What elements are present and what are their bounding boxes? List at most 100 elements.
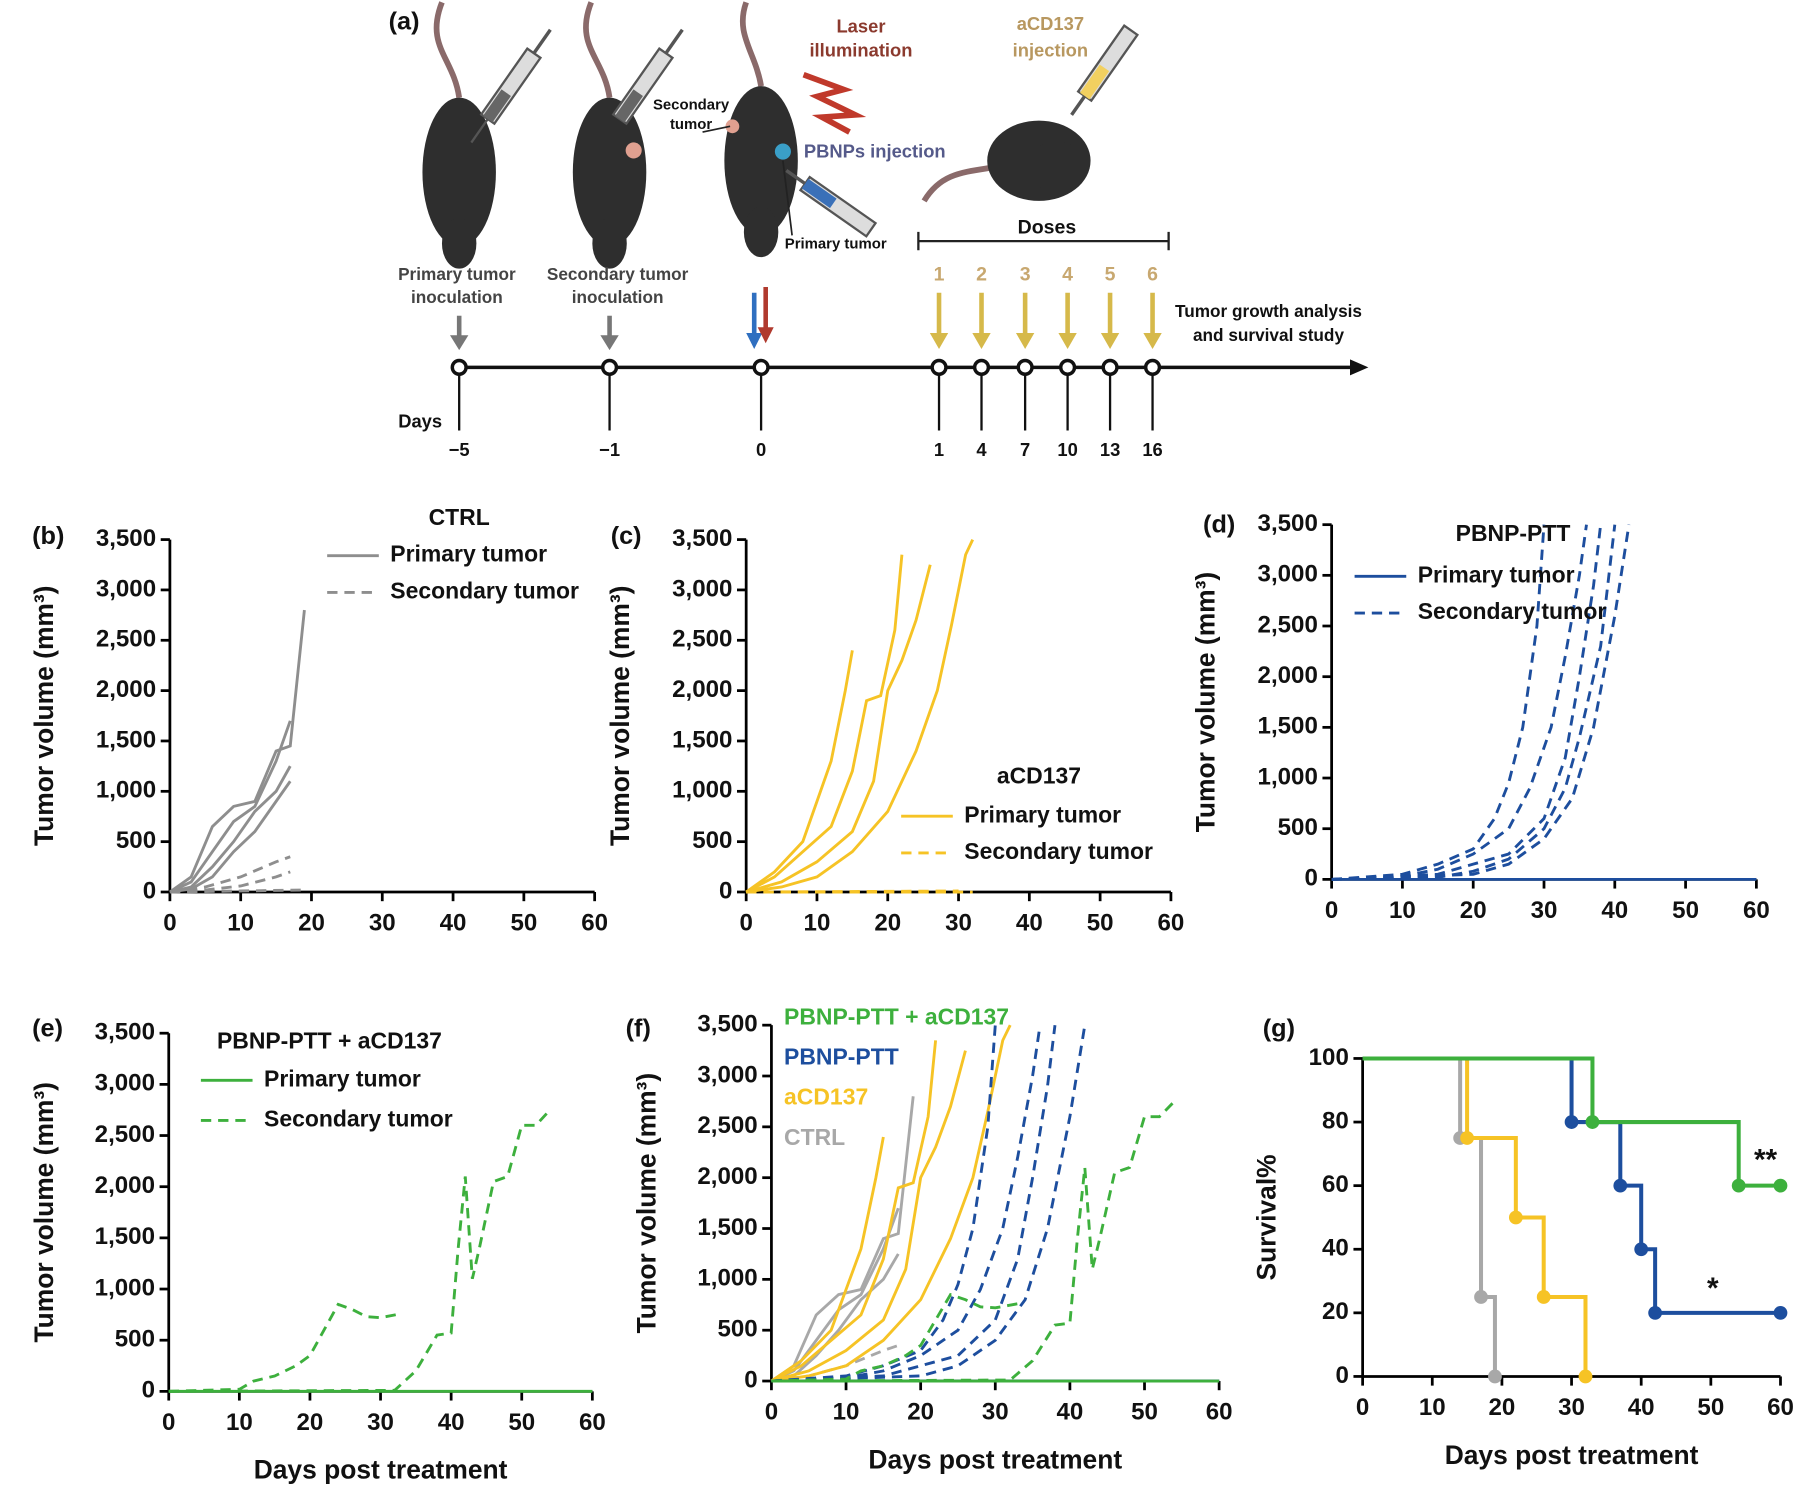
event-dot [1578,1369,1593,1384]
arrow [746,332,763,350]
curve [169,888,305,894]
chart-title: PBNP-PTT + aCD137 [217,1027,442,1053]
curve [770,1040,938,1383]
y-axis-title: Tumor volume (mm³) [29,586,59,847]
x-tick-label: 50 [510,910,537,937]
curve [168,1302,403,1393]
y-tick-label: 1,500 [1258,713,1318,740]
x-tick-label: 10 [1389,897,1416,924]
days-label: Days [398,410,442,431]
curve [1331,524,1546,881]
legend-label: Primary tumor [964,801,1121,827]
y-tick-label: 1,500 [95,1223,155,1250]
x-axis-title: Days post treatment [868,1444,1122,1474]
pointer [782,160,793,236]
curve [169,780,292,894]
event-dot [1773,1305,1788,1320]
legend-label: Secondary tumor [390,577,579,603]
event-dot [1634,1242,1649,1257]
step-label: Secondary tumor [547,264,689,284]
y-tick-label: 40 [1322,1235,1349,1262]
survival-curve [1362,1056,1497,1377]
day-label: 16 [1142,439,1162,460]
day-label: −5 [449,439,470,460]
x-tick-label: 0 [162,1409,175,1436]
y-tick-label: 500 [717,1316,757,1343]
y-tick-label: 2,000 [96,676,156,703]
curve [1331,524,1588,881]
y-tick-label: 80 [1322,1107,1349,1134]
y-tick-label: 3,000 [697,1061,757,1088]
x-tick-label: 20 [297,1409,324,1436]
y-tick-label: 2,500 [697,1112,757,1139]
significance: ** [1754,1144,1778,1177]
laser-label: illumination [809,40,912,61]
event-dot [1613,1178,1628,1193]
y-tick-label: 20 [1322,1298,1349,1325]
curve [745,564,932,894]
x-tick-label: 40 [1056,1399,1083,1426]
legend-label: Secondary tumor [264,1106,453,1132]
x-tick-label: 20 [298,910,325,937]
y-axis-title: Tumor volume (mm³) [605,586,635,846]
x-tick-label: 60 [1743,897,1770,924]
curve [771,1024,1042,1383]
curve [745,554,904,894]
dose-number: 4 [1062,264,1073,286]
day-label: 1 [934,439,944,460]
curve [771,1024,1012,1383]
event-dot [1474,1290,1488,1304]
y-tick-label: 1,000 [697,1265,757,1292]
x-tick-label: 40 [1628,1394,1655,1421]
curve [1331,524,1603,881]
x-tick-label: 0 [739,910,752,937]
event-dot [1773,1178,1788,1193]
mice [422,86,1091,269]
y-tick-label: 0 [744,1366,757,1393]
y-tick-label: 1,000 [1258,763,1318,790]
event-dot [1488,1369,1502,1384]
event-dot [1564,1115,1579,1129]
doses-label: Doses [1018,217,1077,239]
step-label: inoculation [572,287,664,307]
arrowhead [1350,359,1369,376]
x-tick-label: 60 [1206,1399,1233,1426]
curve [1331,524,1617,881]
annotation: tumor [670,116,712,133]
panel-label: (b) [32,522,64,550]
event-dot [1731,1178,1746,1193]
annotation: PBNPs injection [804,141,946,162]
y-tick-label: 500 [692,827,732,854]
x-tick-label: 40 [440,910,467,937]
outcome-label: Tumor growth analysis [1175,301,1362,321]
x-tick-label: 20 [874,910,901,937]
x-tick-label: 40 [1016,910,1043,937]
y-tick-label: 500 [116,827,156,854]
x-tick-label: 20 [907,1399,934,1426]
dose-number: 1 [934,264,945,286]
outcome-label: and survival study [1193,325,1344,345]
curve [770,1096,915,1383]
dose-number: 3 [1020,264,1031,286]
x-tick-label: 50 [1697,1394,1724,1421]
curve [746,889,959,894]
panel-label: (d) [1203,510,1235,538]
event-dot [1460,1131,1474,1145]
x-tick-label: 60 [581,910,608,937]
panel-label: (f) [626,1014,651,1042]
y-tick-label: 2,500 [1258,611,1318,638]
significance: * [1707,1272,1719,1305]
y-tick-label: 2,500 [96,626,156,653]
legend-label: Primary tumor [390,541,547,567]
y-tick-label: 0 [142,1377,155,1404]
y-tick-label: 3,000 [672,575,732,602]
timeline-ticks [458,367,1154,431]
y-tick-label: 1,000 [95,1274,155,1301]
x-tick-label: 10 [227,910,254,937]
y-tick-label: 1,500 [697,1214,757,1241]
y-tick-label: 2,000 [1258,662,1318,689]
curve [771,1292,1018,1383]
event-dot [1648,1305,1663,1320]
curve [168,1108,552,1393]
